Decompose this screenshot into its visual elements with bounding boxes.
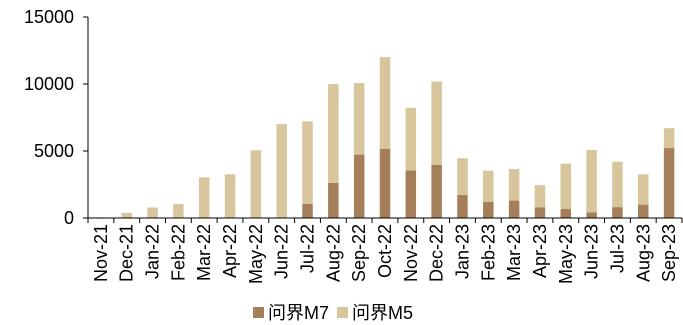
bar-series-1 (405, 170, 417, 218)
bar-series-2 (198, 177, 210, 218)
x-tick-label: Oct-22 (375, 224, 395, 278)
bar-series-2 (250, 150, 262, 218)
bar-series-2 (405, 107, 417, 171)
legend-swatch-series-1 (253, 306, 264, 318)
x-tick-label: Sep-23 (659, 224, 679, 282)
bar-series-1 (612, 207, 623, 218)
bar-series-2 (612, 161, 623, 208)
bar-series-2 (586, 149, 597, 213)
bar-series-2 (508, 168, 520, 201)
bar-series-1 (483, 201, 494, 218)
bar-series-1 (379, 148, 391, 218)
x-tick-label: Mar-23 (504, 224, 524, 281)
bar-series-1 (328, 182, 339, 218)
bar-series-2 (147, 207, 158, 218)
bar-series-1 (663, 148, 675, 218)
x-tick-label: Jun-23 (582, 224, 602, 279)
bar-series-2 (560, 163, 572, 210)
bar-series-1 (534, 207, 546, 218)
bar-series-1 (431, 164, 442, 218)
x-tick-label: May-23 (556, 224, 576, 284)
x-tick-label: Nov-21 (91, 224, 111, 282)
x-tick-label: Sep-22 (349, 224, 369, 282)
y-axis: 0 5000 10000 15000 (24, 7, 89, 228)
bar-series-2 (534, 185, 546, 208)
bar-series-2 (302, 121, 313, 204)
y-tick-label: 10000 (24, 74, 74, 94)
x-tick-label: Jan-23 (452, 224, 472, 279)
x-axis: Nov-21 Dec-21 Jan-22 Feb-22 Mar-22 Apr-22 May-… (87, 217, 683, 284)
bar-series-2 (328, 84, 339, 183)
legend-item-series-2: 问界M5 (337, 299, 413, 325)
bars (95, 57, 675, 218)
bar-series-1 (586, 212, 597, 218)
bar-series-2 (483, 170, 494, 202)
bar-series-2 (173, 204, 184, 218)
x-tick-label: Jun-22 (272, 224, 292, 279)
bar-series-2 (457, 158, 468, 195)
bar-series-1 (302, 203, 313, 218)
bar-series-2 (431, 81, 442, 165)
legend-item-series-1: 问界M7 (253, 299, 329, 325)
x-tick-label: Jul-23 (607, 224, 627, 273)
bar-series-2 (663, 128, 675, 149)
x-tick-label: Feb-22 (168, 224, 188, 281)
x-tick-label: Mar-22 (194, 224, 214, 281)
y-tick-label: 5000 (34, 141, 74, 161)
bar-series-2 (638, 174, 649, 205)
x-tick-label: Jul-22 (298, 224, 318, 273)
bar-series-1 (638, 204, 649, 218)
y-tick-label: 15000 (24, 7, 74, 27)
legend: 问界M7 问界M5 (253, 300, 421, 324)
bar-series-1 (508, 200, 520, 218)
x-tick-label: Dec-22 (427, 224, 447, 282)
x-tick-label: Nov-22 (401, 224, 421, 282)
bar-series-2 (121, 212, 132, 218)
bar-series-1 (457, 194, 468, 218)
bar-series-2 (353, 82, 365, 155)
x-tick-label: Dec-21 (117, 224, 137, 282)
bar-series-1 (353, 154, 365, 218)
bar-series-2 (276, 124, 287, 218)
y-tick-label: 0 (64, 208, 74, 228)
bar-series-1 (560, 209, 572, 218)
bar-series-2 (379, 57, 391, 149)
legend-swatch-series-2 (337, 306, 349, 318)
legend-label-series-2: 问界M5 (352, 303, 414, 323)
x-tick-label: May-22 (246, 224, 266, 284)
x-tick-label: Apr-22 (220, 224, 240, 278)
bar-series-2 (224, 174, 236, 218)
x-tick-label: Apr-23 (530, 224, 550, 278)
legend-label-series-1: 问界M7 (268, 303, 330, 323)
x-tick-label: Jan-22 (143, 224, 163, 279)
x-tick-label: Feb-23 (478, 224, 498, 281)
x-tick-label: Aug-22 (323, 224, 343, 282)
x-tick-label: Aug-23 (633, 224, 653, 282)
